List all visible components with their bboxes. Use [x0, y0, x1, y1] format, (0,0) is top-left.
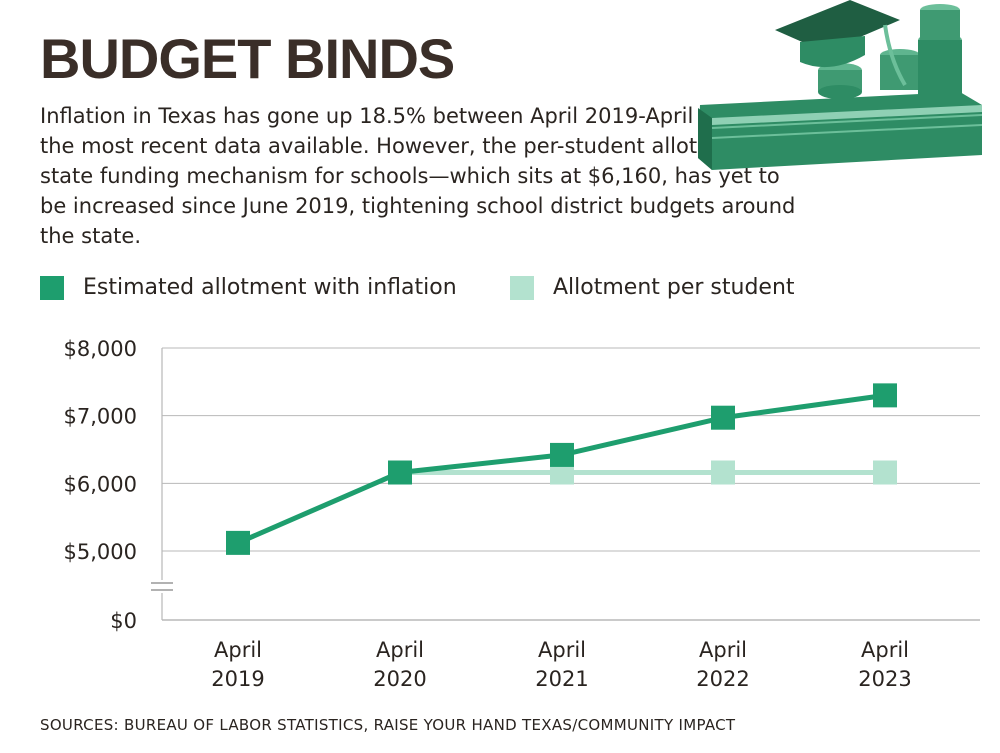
x-tick-label: April [861, 638, 909, 662]
x-tick-label: April [376, 638, 424, 662]
legend-swatch-inflation [40, 275, 64, 300]
x-tick-label: April [699, 638, 747, 662]
legend-label-allotment: Allotment per student [553, 275, 795, 300]
legend-item-inflation: Estimated allotment with inflation [40, 275, 457, 300]
data-point-inflation [388, 460, 412, 485]
y-tick-label: $0 [110, 609, 137, 633]
data-point-inflation [226, 530, 250, 555]
legend: Estimated allotment with inflation Allot… [40, 275, 840, 307]
legend-label-inflation: Estimated allotment with inflation [83, 275, 457, 300]
x-tick-label: 2021 [535, 667, 588, 691]
graduation-cap-on-book-with-coins-icon [698, 0, 983, 170]
source-note: SOURCES: BUREAU OF LABOR STATISTICS, RAI… [40, 716, 736, 734]
y-tick-label: $5,000 [64, 540, 137, 564]
legend-swatch-allotment [510, 275, 534, 300]
data-point-inflation [873, 383, 897, 408]
data-point-allotment [711, 460, 735, 485]
data-point-allotment [873, 460, 897, 485]
y-tick-label: $8,000 [64, 337, 137, 361]
data-point-inflation [711, 405, 735, 430]
y-tick-label: $6,000 [64, 472, 137, 496]
y-tick-label: $7,000 [64, 405, 137, 429]
x-tick-label: April [214, 638, 262, 662]
x-tick-label: 2019 [211, 667, 264, 691]
page-title: BUDGET BINDS [40, 27, 455, 90]
x-tick-label: 2023 [858, 667, 911, 691]
x-tick-label: April [538, 638, 586, 662]
legend-item-allotment: Allotment per student [510, 275, 795, 300]
x-tick-label: 2020 [373, 667, 426, 691]
intro-text: Inflation in Texas has gone up 18.5% bet… [40, 104, 796, 248]
x-tick-label: 2022 [696, 667, 749, 691]
data-point-inflation [550, 442, 574, 467]
